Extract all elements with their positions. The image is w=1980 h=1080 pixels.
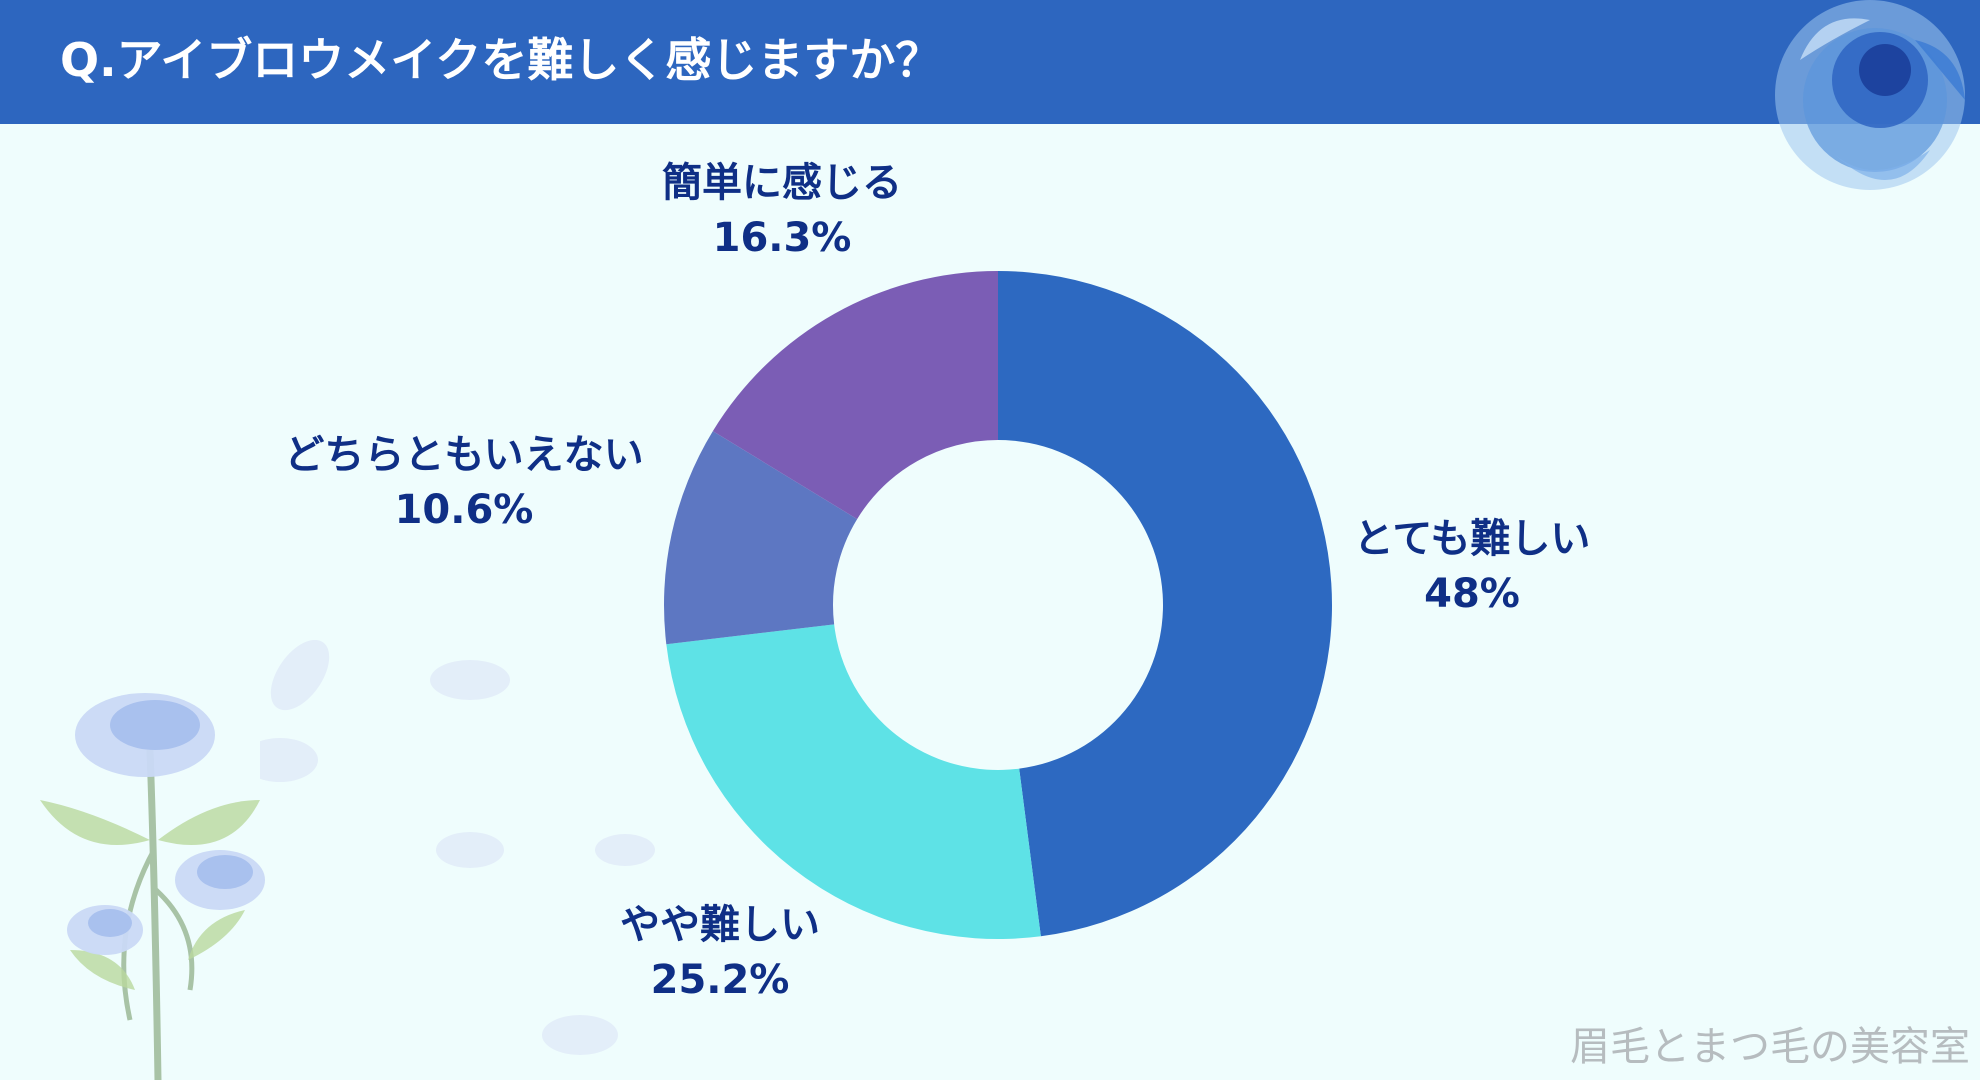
- donut-slice-3: [664, 431, 858, 645]
- slice-value-label: 16.3%: [712, 215, 852, 261]
- slice-label-3: どちらともいえない 10.6%: [284, 428, 643, 538]
- slice-category-label: どちらともいえない: [284, 432, 644, 478]
- slice-category-label: 簡単に感じる: [662, 160, 902, 206]
- blue-rose-decoration-icon: [1775, 0, 1965, 190]
- page-title: Q.アイブロウメイクを難しく感じますか？: [60, 33, 942, 87]
- rose-stem-decoration-icon: [40, 693, 265, 1080]
- slice-category-label: とても難しい: [1353, 516, 1591, 562]
- slice-label-1: とても難しい 48%: [1354, 512, 1591, 622]
- slice-label-4: 簡単に感じる 16.3%: [662, 156, 902, 266]
- watermark-text: 眉毛とまつ毛の美容室: [1570, 1024, 1970, 1070]
- petal-decoration-icon: [260, 640, 655, 1055]
- header-bar: Q.アイブロウメイクを難しく感じますか？: [0, 0, 1980, 124]
- slice-category-label: やや難しい: [620, 902, 820, 948]
- donut-slice-4: [712, 271, 998, 520]
- donut-slice-2: [666, 624, 1041, 939]
- slice-value-label: 10.6%: [394, 487, 534, 533]
- slice-value-label: 48%: [1424, 571, 1520, 617]
- slice-value-label: 25.2%: [650, 957, 790, 1003]
- slice-label-2: やや難しい 25.2%: [620, 898, 820, 1008]
- donut-slice-1: [998, 271, 1333, 937]
